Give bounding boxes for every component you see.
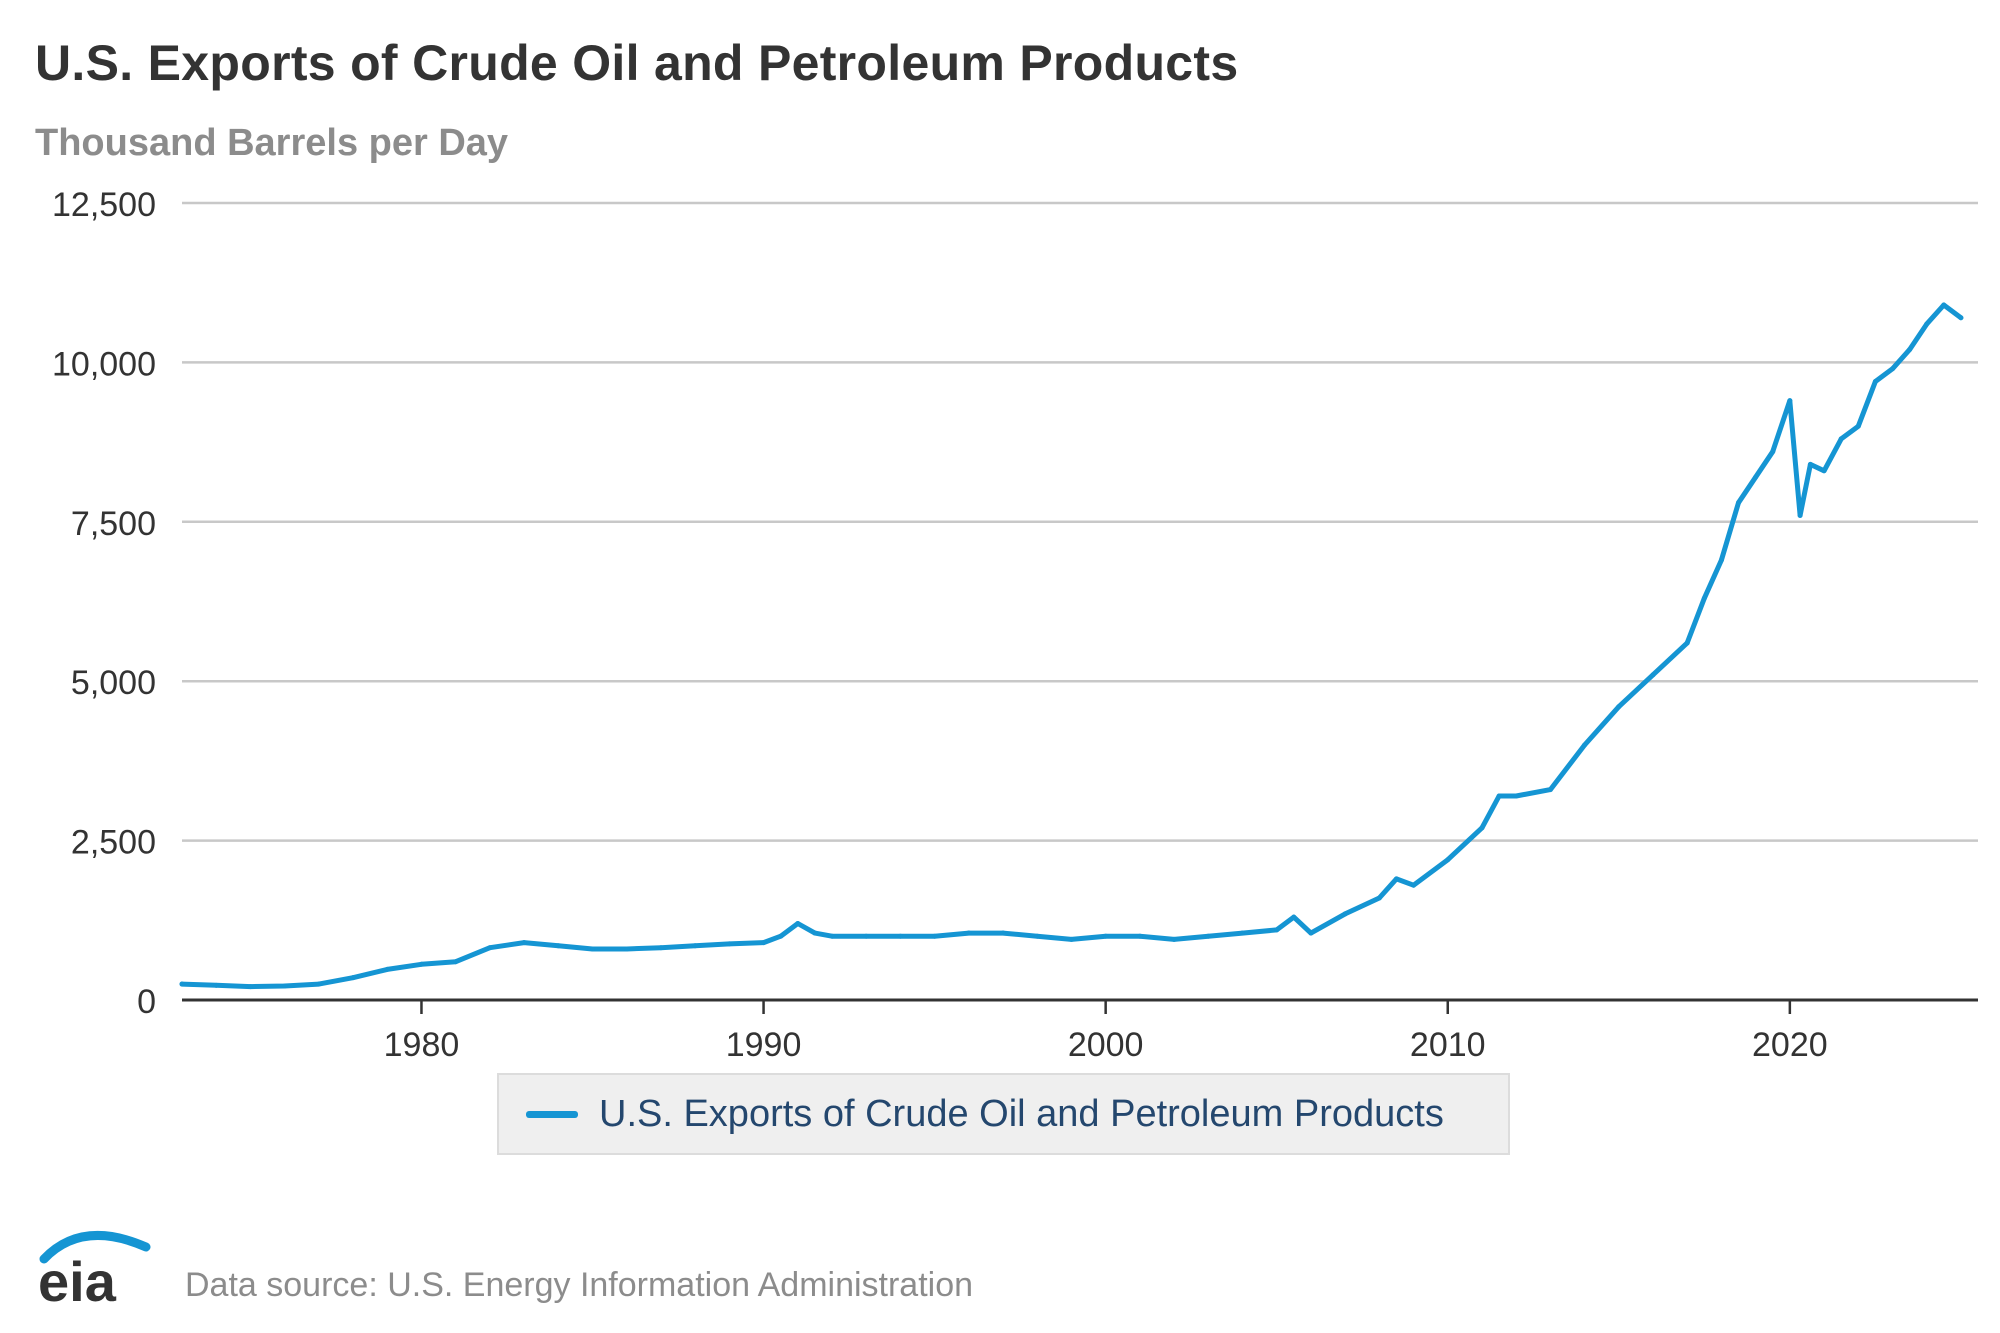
series-point [1393, 876, 1399, 882]
series-point [1787, 398, 1793, 404]
series-point [1479, 825, 1485, 831]
series-point [1000, 930, 1006, 936]
series-point [1445, 857, 1451, 863]
series-point [1736, 500, 1742, 506]
series-point [282, 983, 288, 989]
series-point [1308, 930, 1314, 936]
series-layer [179, 302, 1964, 990]
series-point [1205, 933, 1211, 939]
x-axis-ticks: 1980 1990 2000 2010 2020 [384, 1000, 1828, 1064]
data-source: Data source: U.S. Energy Information Adm… [185, 1266, 974, 1304]
x-tick-label: 1990 [726, 1026, 802, 1064]
series-point [247, 984, 253, 990]
series-point [1582, 742, 1588, 748]
y-tick-label: 10,000 [52, 345, 156, 383]
series-point [932, 933, 938, 939]
series-point [487, 945, 493, 951]
series-point [384, 966, 390, 972]
series-point [1718, 557, 1724, 563]
series-point [555, 943, 561, 949]
series-point [1838, 436, 1844, 442]
legend-label: U.S. Exports of Crude Oil and Petroleum … [599, 1092, 1444, 1135]
series-point [590, 946, 596, 952]
series-point [829, 933, 835, 939]
series-point [1855, 423, 1861, 429]
eia-logo: eia [38, 1231, 151, 1307]
series-point [761, 940, 767, 946]
series-point [1616, 704, 1622, 710]
series-point [1103, 933, 1109, 939]
x-tick-label: 1980 [384, 1026, 460, 1064]
series-point [1684, 640, 1690, 646]
series-point [624, 946, 630, 952]
series-point [1807, 461, 1813, 467]
series-point [1907, 347, 1913, 353]
series-point [1137, 933, 1143, 939]
series-point [1342, 911, 1348, 917]
series-point [897, 933, 903, 939]
line-chart: 0 2,500 5,000 7,500 10,000 12,500 1980 1990 200… [52, 186, 1978, 1064]
series-point [778, 933, 784, 939]
series-point [1068, 936, 1074, 942]
series-point [213, 982, 219, 988]
series-point [1797, 512, 1803, 518]
series-point [692, 943, 698, 949]
series-point [812, 930, 818, 936]
series-point [418, 961, 424, 967]
series-point [795, 920, 801, 926]
series-point [1274, 927, 1280, 933]
series-point [1872, 379, 1878, 385]
x-tick-label: 2010 [1410, 1026, 1486, 1064]
series-point [1770, 449, 1776, 455]
series-point [1034, 933, 1040, 939]
series-point [1513, 793, 1519, 799]
series-point [1821, 468, 1827, 474]
y-tick-label: 7,500 [71, 505, 156, 543]
series-point [1753, 474, 1759, 480]
chart-title: U.S. Exports of Crude Oil and Petroleum … [35, 35, 1239, 91]
y-tick-label: 12,500 [52, 186, 156, 224]
series-point [1941, 302, 1947, 308]
series-point [726, 941, 732, 947]
x-tick-label: 2000 [1068, 1026, 1144, 1064]
series-point [1411, 882, 1417, 888]
x-tick-label: 2020 [1752, 1026, 1828, 1064]
series-point [521, 940, 527, 946]
series-point [316, 981, 322, 987]
series-point [1496, 793, 1502, 799]
series-point [863, 933, 869, 939]
y-tick-label: 0 [137, 983, 156, 1021]
y-tick-label: 2,500 [71, 824, 156, 862]
series-point [1924, 321, 1930, 327]
grid-lines [182, 201, 1978, 842]
series-point [179, 981, 185, 987]
series-point [1547, 787, 1553, 793]
series-point [966, 930, 972, 936]
logo-text: eia [38, 1250, 117, 1307]
y-axis-ticks: 0 2,500 5,000 7,500 10,000 12,500 [52, 186, 156, 1021]
series-point [1701, 595, 1707, 601]
legend-swatch [526, 1110, 578, 1118]
series-point [658, 945, 664, 951]
legend[interactable]: U.S. Exports of Crude Oil and Petroleum … [497, 1073, 1510, 1155]
series-line [179, 302, 1964, 990]
y-tick-label: 5,000 [71, 664, 156, 702]
series-point [1958, 315, 1964, 321]
series-point [350, 975, 356, 981]
series-point [1291, 914, 1297, 920]
series-point [1650, 672, 1656, 678]
series-point [1889, 366, 1895, 372]
series-point [1171, 936, 1177, 942]
series-point [453, 959, 459, 965]
series-point [1376, 895, 1382, 901]
chart-subtitle: Thousand Barrels per Day [35, 122, 509, 164]
series-point [1239, 930, 1245, 936]
